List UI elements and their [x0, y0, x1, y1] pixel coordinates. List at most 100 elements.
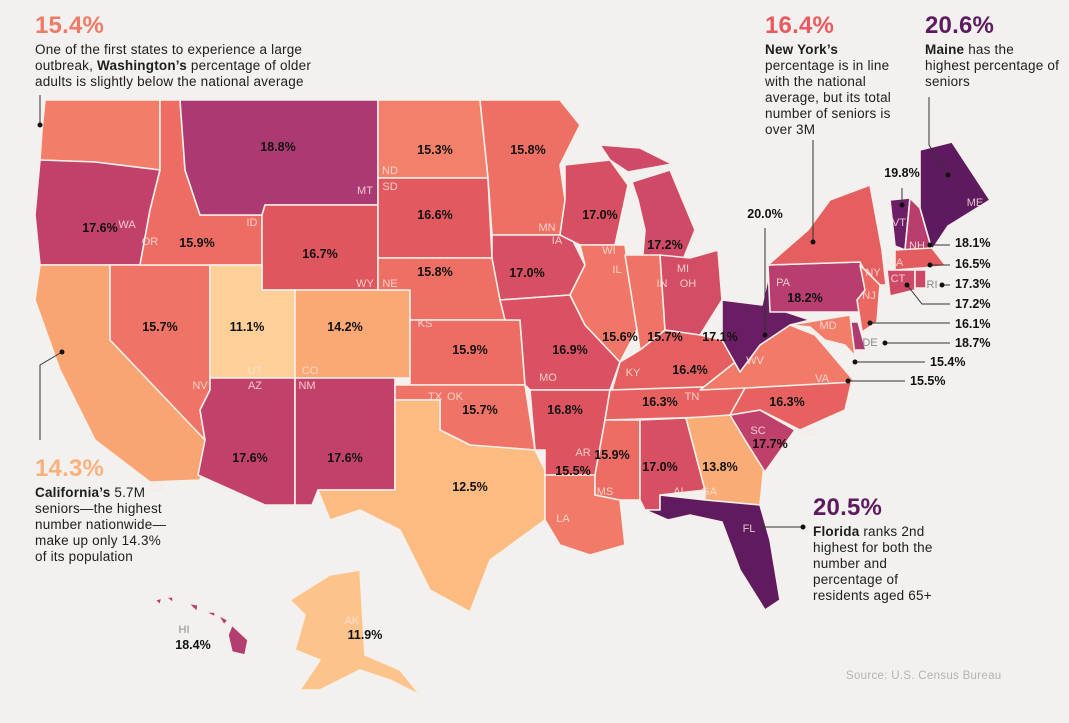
state-value-ks: 15.9%: [452, 343, 487, 357]
state-abbr-ok: OK: [447, 391, 464, 403]
state-ri: [914, 269, 927, 289]
state-abbr-md: MD: [819, 320, 836, 332]
annotation-leader-line: [39, 351, 63, 440]
state-abbr-ar: AR: [575, 447, 590, 459]
annotation-dot: [59, 349, 65, 355]
state-abbr-nj: NJ: [862, 290, 875, 302]
state-value-nd: 15.3%: [417, 143, 452, 157]
state-abbr-tn: TN: [685, 391, 700, 403]
state-value-in: 15.7%: [647, 330, 682, 344]
annotation-dot: [810, 239, 816, 245]
state-abbr-me: ME: [967, 197, 984, 209]
state-abbr-ky: KY: [626, 367, 641, 379]
state-fl: [644, 494, 781, 611]
state-hi: [165, 596, 174, 604]
state-az: [197, 377, 296, 506]
state-hi: [217, 614, 229, 626]
state-value-or: 17.6%: [82, 221, 117, 235]
state-abbr-nd: ND: [382, 165, 398, 177]
callout-dot: [927, 242, 933, 248]
state-wi: [559, 159, 629, 246]
annotation-leader-line: [928, 97, 949, 176]
callout-dot: [927, 262, 933, 268]
annotation-pct: 20.6%: [925, 12, 995, 39]
callout-value-de: 18.7%: [955, 336, 990, 350]
state-value-il: 15.6%: [602, 330, 637, 344]
state-abbr-ia: IA: [552, 235, 563, 247]
state-value-ok: 15.7%: [462, 403, 497, 417]
state-value-az: 17.6%: [232, 451, 267, 465]
state-abbr-ct: CT: [891, 273, 906, 285]
state-abbr-mn: MN: [538, 222, 555, 234]
state-md: [789, 314, 856, 357]
state-mi: [599, 144, 673, 173]
annotation-california: 14.3% California’s 5.7M seniors—the high…: [35, 455, 175, 565]
state-ak: [289, 569, 421, 696]
callout-dot: [845, 378, 851, 384]
state-abbr-de: DE: [862, 337, 877, 349]
callout-value-wv: 20.0%: [747, 207, 782, 221]
state-value-nc: 16.3%: [769, 395, 804, 409]
state-value-mi: 17.2%: [647, 238, 682, 252]
state-oh: [659, 249, 723, 336]
state-hi: [204, 611, 216, 618]
state-hi: [154, 597, 163, 606]
state-ct: [886, 269, 916, 297]
state-value-ne: 15.8%: [417, 265, 452, 279]
callout-value-nh: 18.1%: [955, 236, 990, 250]
state-value-mn: 15.8%: [510, 143, 545, 157]
state-abbr-id: ID: [247, 217, 258, 229]
callout-value-md: 15.4%: [930, 355, 965, 369]
state-abbr-ak: AK: [345, 615, 360, 627]
callout-line: [906, 284, 950, 305]
state-abbr-ri: RI: [927, 279, 938, 291]
state-value-mt: 18.8%: [260, 140, 295, 154]
annotation-florida: 20.5% Florida ranks 2nd highest for both…: [813, 494, 943, 604]
state-tx: [317, 399, 546, 613]
callout-value-ct: 17.2%: [955, 297, 990, 311]
state-value-mo: 16.9%: [552, 343, 587, 357]
state-abbr-il: IL: [612, 264, 621, 276]
state-abbr-ut: UT: [248, 365, 263, 377]
state-abbr-fl: FL: [743, 523, 756, 535]
state-abbr-ks: KS: [418, 318, 433, 330]
state-value-hi: 18.4%: [175, 638, 210, 652]
annotation-washington: 15.4% One of the first states to experie…: [35, 12, 335, 90]
state-abbr-in: IN: [657, 278, 668, 290]
state-abbr-pa: PA: [776, 277, 791, 289]
state-value-ak: 11.9%: [348, 628, 383, 642]
callout-value-vt: 19.8%: [884, 166, 919, 180]
state-abbr-mi: MI: [677, 263, 689, 275]
state-abbr-ny: NY: [865, 267, 881, 279]
annotation-pct: 14.3%: [35, 455, 105, 482]
callout-dot: [882, 340, 888, 346]
state-value-id: 15.9%: [179, 236, 214, 250]
state-abbr-sc: SC: [750, 425, 765, 437]
state-abbr-wy: WY: [356, 278, 374, 290]
callout-dot: [939, 282, 945, 288]
state-abbr-la: LA: [556, 513, 570, 525]
annotation-dot: [37, 122, 43, 128]
state-hi: [187, 602, 199, 613]
callout-dot: [899, 202, 905, 208]
state-value-ms: 15.9%: [594, 448, 629, 462]
annotation-new-york: 16.4% New York’s percentage is in line w…: [765, 12, 900, 138]
state-nj: [856, 264, 881, 333]
state-value-nv: 15.7%: [142, 320, 177, 334]
state-value-pa: 18.2%: [787, 291, 822, 305]
state-value-ky: 16.4%: [672, 363, 707, 377]
state-abbr-ca: CA: [149, 482, 165, 494]
state-value-al: 17.0%: [642, 460, 677, 474]
state-value-sc: 17.7%: [752, 437, 787, 451]
state-hi: [227, 624, 249, 656]
annotation-maine: 20.6% Maine has the highest percentage o…: [925, 12, 1060, 89]
state-value-oh: 17.1%: [702, 330, 737, 344]
state-value-ut: 11.1%: [230, 320, 265, 334]
state-abbr-mt: MT: [357, 185, 373, 197]
state-wv: [721, 269, 811, 373]
state-abbr-co: CO: [302, 365, 319, 377]
state-abbr-nh: NH: [909, 240, 925, 252]
state-abbr-sd: SD: [382, 181, 397, 193]
annotation-dot: [945, 172, 951, 178]
state-value-tx: 12.5%: [452, 480, 487, 494]
